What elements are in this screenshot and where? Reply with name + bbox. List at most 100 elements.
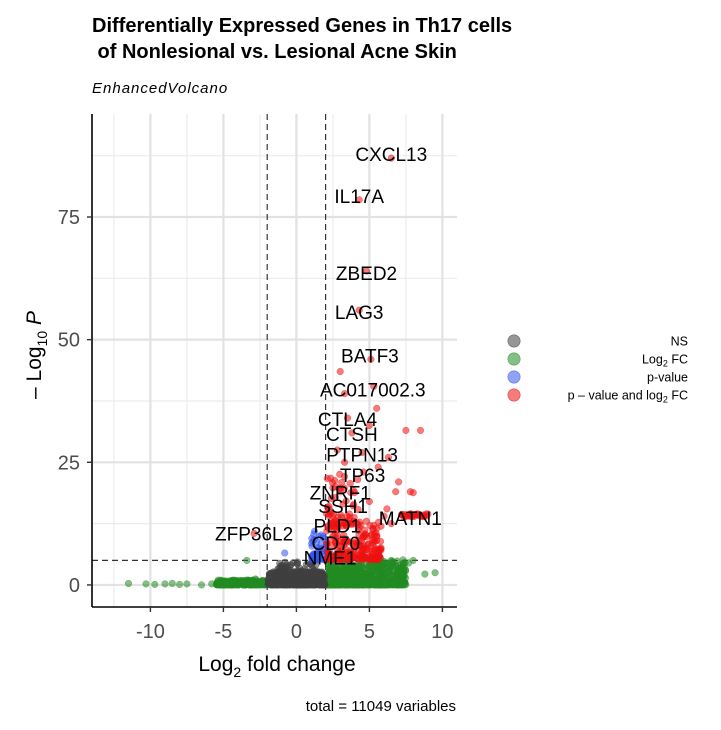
- point-fc: [216, 578, 224, 586]
- point-both: [349, 553, 357, 561]
- legend-key-fc: [507, 352, 521, 366]
- x-axis-label: Log2 fold change: [198, 653, 355, 680]
- point-ns: [296, 581, 304, 589]
- point-both: [354, 506, 362, 514]
- y-tick-label: 0: [69, 575, 80, 597]
- point-fc: [381, 581, 389, 589]
- point-both: [361, 531, 369, 539]
- x-tick-label: 0: [291, 621, 302, 643]
- x-tick-label: 5: [364, 621, 375, 643]
- point-both: [341, 458, 349, 466]
- legend-label-p: p-value: [647, 371, 688, 385]
- point-both: [360, 468, 368, 476]
- point-fc: [393, 564, 401, 572]
- y-tick-label: 75: [58, 207, 80, 229]
- point-fc: [197, 581, 206, 589]
- point-both: [377, 544, 385, 552]
- point-fc: [176, 580, 184, 588]
- point-both: [343, 414, 352, 422]
- point-both: [373, 524, 381, 533]
- point-both: [384, 453, 392, 461]
- gene-label-nme1: NME1: [304, 549, 357, 570]
- point-both: [250, 529, 258, 537]
- point-fc: [340, 570, 349, 578]
- point-both: [355, 196, 363, 204]
- gene-label-pld1: PLD1: [314, 517, 362, 538]
- point-both: [332, 537, 340, 545]
- point-both: [342, 555, 351, 563]
- point-fc: [431, 569, 439, 577]
- point-both: [402, 426, 410, 434]
- point-p: [320, 544, 328, 552]
- point-both: [424, 510, 432, 518]
- point-both: [367, 355, 375, 363]
- gene-label-cxcl13: CXCL13: [355, 145, 427, 166]
- point-fc: [231, 579, 239, 588]
- point-both: [409, 489, 417, 497]
- point-both: [325, 502, 333, 510]
- point-both: [374, 463, 382, 471]
- point-both: [406, 512, 414, 520]
- data-points: [124, 154, 439, 589]
- point-fc: [222, 580, 230, 588]
- point-both: [325, 512, 333, 520]
- gene-label-znrf1: ZNRF1: [310, 484, 371, 505]
- point-fc: [251, 575, 260, 583]
- point-p: [308, 542, 316, 550]
- point-both: [358, 448, 366, 457]
- point-fc: [168, 579, 176, 588]
- point-fc: [405, 559, 413, 567]
- point-both: [331, 494, 339, 502]
- point-both: [354, 539, 362, 547]
- y-axis-label: – Log10 P: [23, 311, 50, 399]
- legend-label-both: p – value and log2 FC: [568, 389, 688, 405]
- point-fc: [399, 556, 407, 564]
- point-ns: [311, 578, 319, 586]
- point-both: [380, 512, 388, 520]
- point-fc: [183, 580, 191, 588]
- point-both: [346, 479, 354, 488]
- y-tick-label: 25: [58, 452, 80, 474]
- point-fc: [347, 578, 355, 586]
- point-both: [387, 154, 395, 162]
- point-ns: [276, 576, 284, 584]
- point-both: [347, 489, 355, 497]
- gene-label-zbed2: ZBED2: [336, 264, 397, 285]
- point-fc: [332, 580, 340, 589]
- legend-key-ns: [507, 334, 521, 348]
- point-both: [350, 500, 358, 509]
- point-fc: [142, 580, 150, 588]
- point-both: [362, 267, 371, 275]
- point-both: [355, 306, 363, 314]
- point-fc: [257, 578, 265, 587]
- point-both: [359, 555, 367, 563]
- caption-total-variables: total = 11049 variables: [306, 698, 456, 715]
- point-both: [333, 520, 341, 528]
- point-fc: [387, 579, 395, 587]
- point-both: [340, 472, 349, 481]
- point-both: [383, 505, 391, 513]
- point-fc: [358, 562, 366, 571]
- point-both: [373, 404, 381, 412]
- gene-label-ctla4: CTLA4: [318, 410, 378, 431]
- point-both: [336, 367, 344, 376]
- point-fc: [398, 576, 406, 584]
- point-p: [313, 552, 321, 561]
- gene-label-il17a: IL17A: [334, 187, 384, 208]
- point-both: [323, 474, 331, 483]
- point-both: [416, 426, 425, 434]
- legend: NS Log2 FC p-value p – value and log2 FC: [507, 334, 688, 405]
- chart-title-line-1: Differentially Expressed Genes in Th17 c…: [92, 15, 512, 37]
- x-tick-label: 10: [431, 621, 453, 643]
- axes: -10 -5 0 5 10 0 25 50 75: [58, 114, 457, 643]
- point-fc: [421, 570, 429, 578]
- point-both: [339, 500, 347, 508]
- gene-label-tp63: TP63: [340, 466, 385, 487]
- point-both: [365, 497, 373, 506]
- point-both: [348, 429, 356, 437]
- point-both: [336, 488, 344, 496]
- y-tick-label: 50: [58, 330, 80, 352]
- point-both: [332, 483, 340, 491]
- point-fc: [240, 579, 248, 587]
- point-both: [326, 551, 334, 560]
